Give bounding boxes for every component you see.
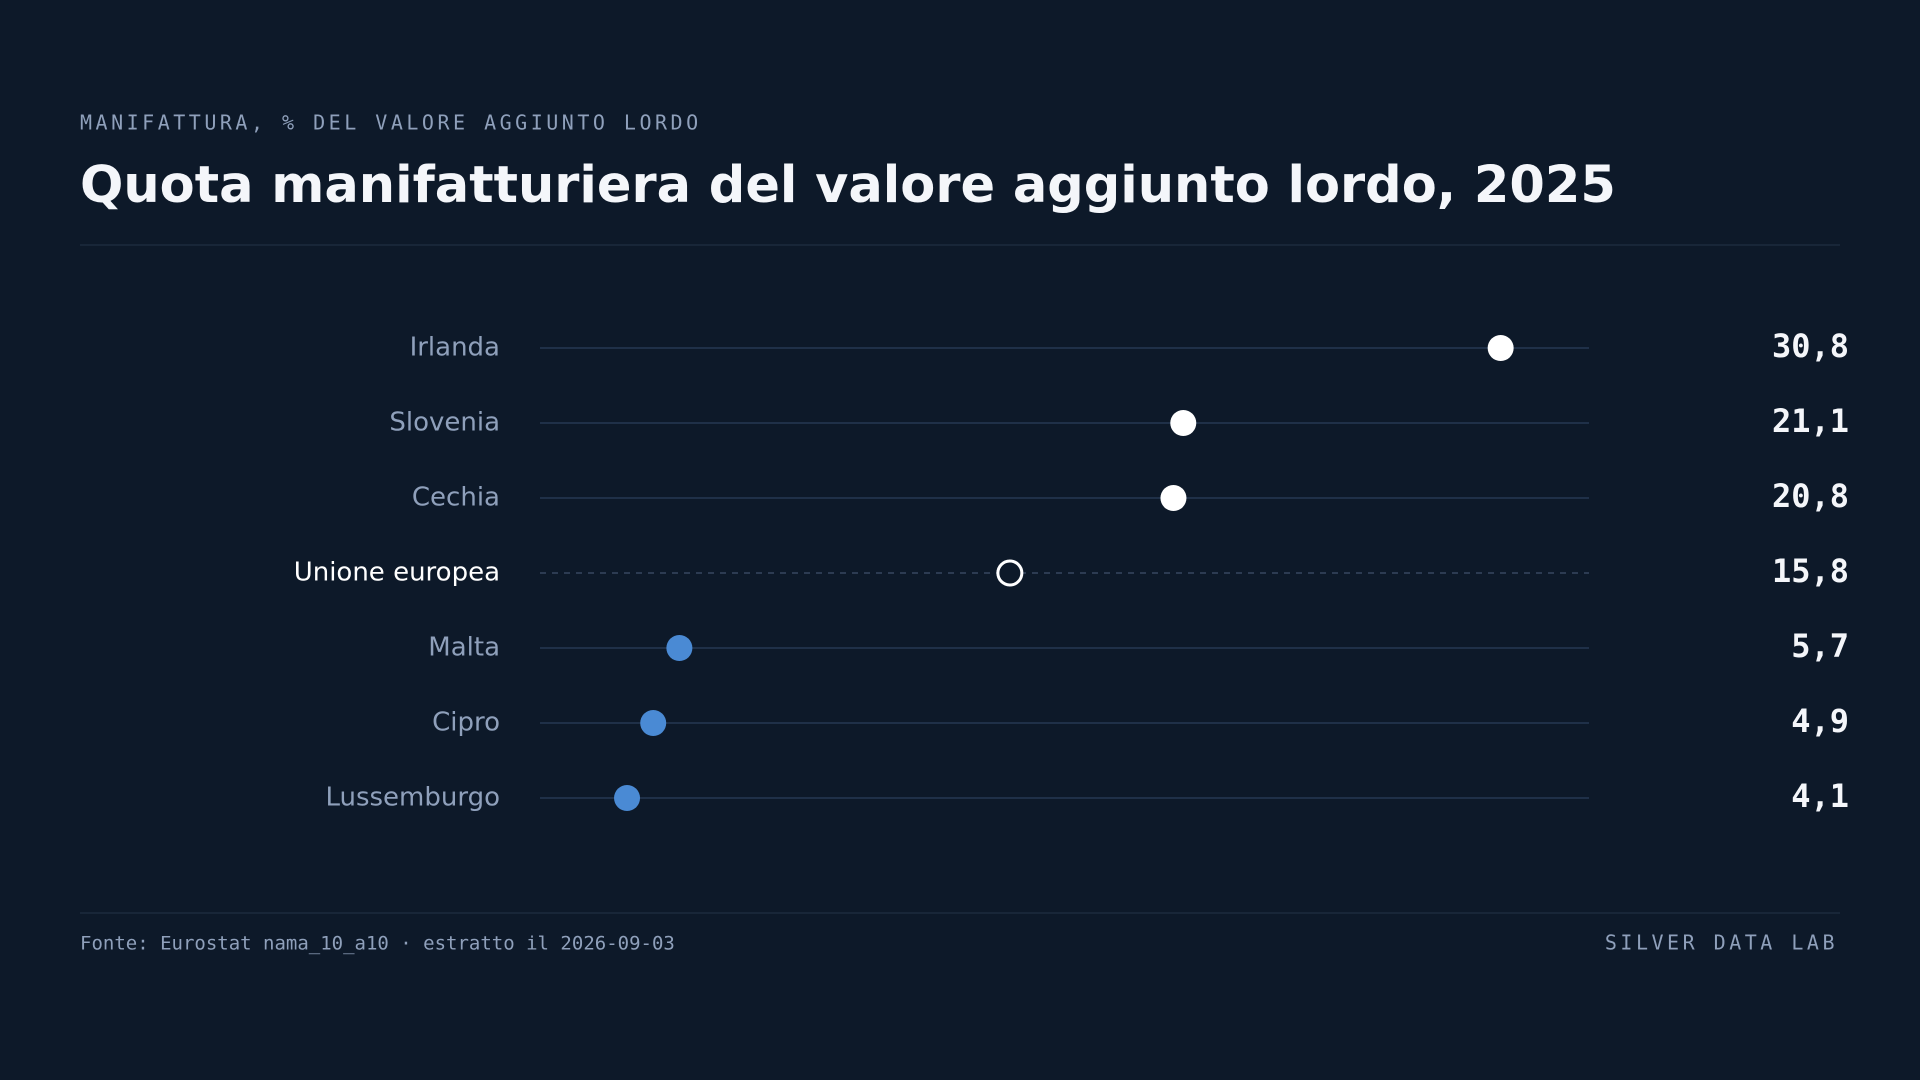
dot bbox=[996, 559, 1024, 587]
dot bbox=[640, 710, 667, 736]
value-label: 4,1 bbox=[1791, 777, 1849, 815]
category-label: Slovenia bbox=[389, 408, 500, 438]
credit: SILVER DATA LAB bbox=[1605, 931, 1838, 955]
dot bbox=[1160, 485, 1187, 511]
category-label: Lussemburgo bbox=[325, 783, 500, 813]
chart-subtitle: MANIFATTURA, % DEL VALORE AGGIUNTO LORDO bbox=[80, 111, 702, 135]
category-label: Irlanda bbox=[410, 333, 500, 363]
value-label: 20,8 bbox=[1772, 477, 1849, 515]
value-label: 5,7 bbox=[1791, 627, 1849, 665]
dot bbox=[666, 635, 693, 661]
category-label: Cechia bbox=[412, 483, 500, 513]
value-label: 15,8 bbox=[1772, 552, 1849, 590]
value-label: 21,1 bbox=[1772, 402, 1849, 440]
category-label: Cipro bbox=[432, 708, 500, 738]
chart-title: Quota manifatturiera del valore aggiunto… bbox=[80, 156, 1616, 215]
category-label: Unione europea bbox=[294, 558, 500, 588]
dot bbox=[1487, 335, 1514, 361]
category-label: Malta bbox=[428, 633, 500, 663]
value-label: 4,9 bbox=[1791, 702, 1849, 740]
value-label: 30,8 bbox=[1772, 327, 1849, 365]
source: Fonte: Eurostat nama_10_a10 · estratto i… bbox=[80, 933, 675, 955]
dot bbox=[614, 785, 641, 811]
dot bbox=[1170, 410, 1197, 436]
